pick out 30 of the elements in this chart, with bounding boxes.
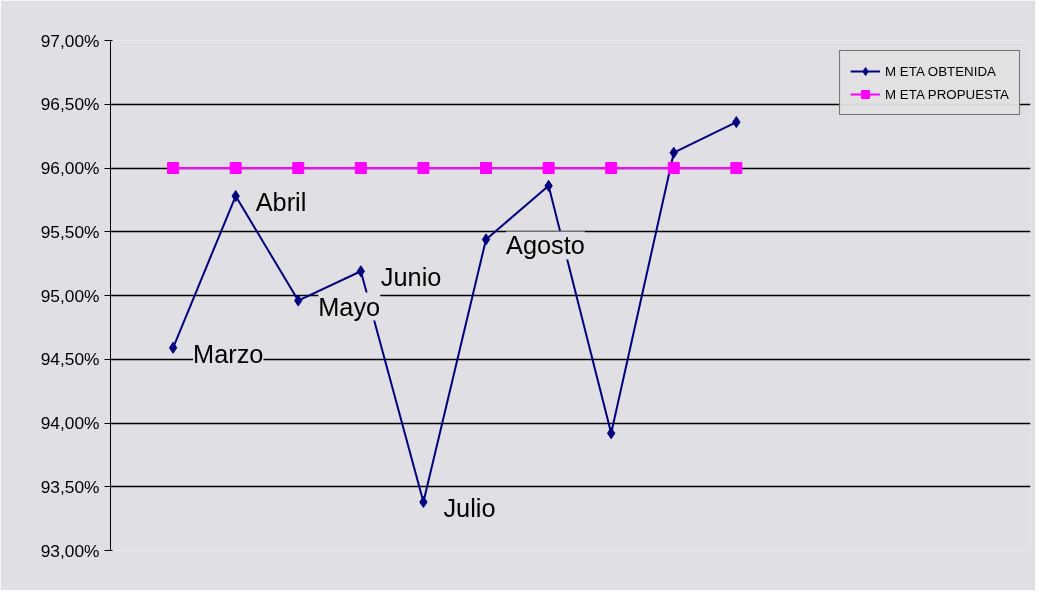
data-label: Julio — [443, 494, 496, 523]
point — [417, 162, 430, 174]
point — [167, 162, 180, 174]
y-tick-label: 97,00% — [40, 30, 100, 51]
point — [481, 233, 491, 246]
legend-label: M ETA OBTENIDA — [885, 63, 996, 79]
point — [730, 162, 743, 174]
y-tick-label: 95,00% — [40, 285, 100, 306]
y-tick-label: 93,50% — [40, 476, 100, 497]
y-tick-label: 93,00% — [40, 540, 100, 561]
point — [667, 162, 680, 174]
point — [480, 162, 493, 174]
y-tick-label: 96,50% — [40, 94, 100, 115]
point — [605, 162, 618, 174]
data-label: Agosto — [506, 231, 585, 260]
point — [229, 162, 242, 174]
y-tick-label: 94,50% — [40, 349, 100, 370]
point — [356, 265, 366, 278]
data-label: Abril — [255, 188, 307, 217]
y-tick-label: 94,00% — [40, 413, 100, 433]
point — [354, 162, 367, 174]
data-label: Junio — [380, 263, 442, 292]
data-label: Marzo — [193, 339, 264, 368]
y-tick-label: 96,00% — [40, 158, 100, 178]
point — [542, 162, 555, 174]
point — [292, 162, 305, 174]
y-tick-label: 95,50% — [40, 221, 100, 242]
legend-label: M ETA PROPUESTA — [885, 86, 1009, 102]
point — [168, 341, 178, 354]
data-label: Mayo — [318, 292, 381, 321]
